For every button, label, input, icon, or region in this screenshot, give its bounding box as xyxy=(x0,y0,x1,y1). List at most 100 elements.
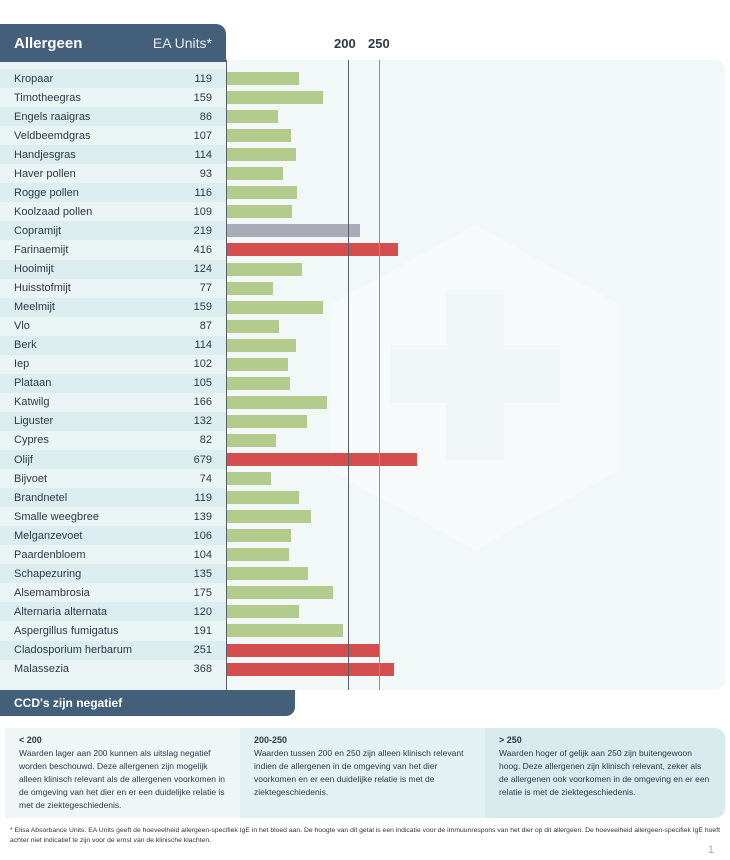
allergen-value: 119 xyxy=(194,72,212,85)
bar-smalle-weegbree xyxy=(226,510,311,524)
table-row: Veldbeemdgras 107 xyxy=(0,126,226,145)
table-row: Aspergillus fumigatus 191 xyxy=(0,621,226,640)
bar-bijvoet xyxy=(226,472,272,486)
allergen-name: Rogge pollen xyxy=(14,186,79,199)
bar-cypres xyxy=(226,433,277,447)
bar-cladosporium-herbarum xyxy=(226,643,379,657)
bar-melganzevoet xyxy=(226,529,291,543)
header-title: Allergeen xyxy=(14,34,83,52)
table-row: Huisstofmijt 77 xyxy=(0,279,226,298)
table-row: Smalle weegbree 139 xyxy=(0,507,226,526)
allergen-value: 124 xyxy=(193,263,212,275)
allergen-name: Olijf xyxy=(14,453,33,466)
allergen-name: Liguster xyxy=(14,415,54,428)
bar-malassezia xyxy=(226,662,394,676)
allergen-value: 175 xyxy=(193,586,212,599)
tick-label-200: 200 xyxy=(334,36,356,51)
allergen-name: Copramijt xyxy=(14,224,62,237)
allergen-name: Plataan xyxy=(14,377,52,390)
legend-high-text: Waarden hoger of gelijk aan 250 zijn bui… xyxy=(499,748,710,797)
allergen-name: Meelmijt xyxy=(14,301,55,314)
allergen-value: 87 xyxy=(199,320,212,333)
allergen-name: Huisstofmijt xyxy=(14,282,71,295)
allergen-name: Cypres xyxy=(14,434,49,447)
allergen-value: 119 xyxy=(194,491,212,504)
bar-vlo xyxy=(226,319,280,333)
allergen-value: 102 xyxy=(193,358,212,371)
allergen-value: 82 xyxy=(199,434,212,447)
table-row: Farinaemijt 416 xyxy=(0,240,226,259)
allergen-value: 159 xyxy=(193,301,212,314)
legend-low-label: < 200 xyxy=(19,735,42,745)
table-row: Alsemambrosia 175 xyxy=(0,583,226,602)
table-row: Engels raaigras 86 xyxy=(0,107,226,127)
allergen-name: Paardenbloem xyxy=(14,548,86,561)
table-row: Handjesgras 114 xyxy=(0,145,226,165)
allergen-name: Brandnetel xyxy=(14,491,68,504)
legend-low: < 200 Waarden lager aan 200 kunnen als u… xyxy=(5,728,240,818)
allergen-name: Alternaria alternata xyxy=(14,605,107,618)
bar-huisstofmijt xyxy=(226,281,273,295)
allergen-name: Melganzevoet xyxy=(14,529,83,542)
header-units: EA Units* xyxy=(152,35,212,51)
bar-meelmijt xyxy=(226,300,323,314)
allergen-name: Farinaemijt xyxy=(14,243,69,256)
allergen-name: Smalle weegbree xyxy=(14,510,99,523)
allergen-name: Haver pollen xyxy=(14,167,76,180)
bar-farinaemijt xyxy=(226,243,399,257)
page-number: 1 xyxy=(707,844,714,856)
table-row: Katwilg 166 xyxy=(0,393,226,412)
allergen-name: Berk xyxy=(14,339,37,352)
allergen-name: Engels raaigras xyxy=(14,110,91,123)
table-row: Rogge pollen 116 xyxy=(0,183,226,203)
reference-line-200 xyxy=(348,60,349,690)
table-header: Allergeen EA Units* xyxy=(0,24,226,62)
table-row: Liguster 132 xyxy=(0,411,226,431)
bar-brandnetel xyxy=(226,491,299,505)
table-row: Bijvoet 74 xyxy=(0,469,226,488)
allergen-value: 135 xyxy=(193,567,212,580)
table-row: Paardenbloem 104 xyxy=(0,545,226,564)
table-row: Melganzevoet 106 xyxy=(0,526,226,546)
allergen-value: 132 xyxy=(193,415,212,428)
allergen-name: Cladosporium herbarum xyxy=(14,644,132,656)
allergen-value: 219 xyxy=(193,224,212,237)
table-row: Malassezia 368 xyxy=(0,660,226,679)
bar-schapezuring xyxy=(226,567,309,581)
bar-alternaria-alternata xyxy=(226,605,300,619)
table-row: Timotheegras 159 xyxy=(0,88,226,107)
allergen-value: 104 xyxy=(193,548,212,561)
allergen-value: 93 xyxy=(199,167,212,180)
allergen-name: Schapezuring xyxy=(14,567,82,580)
bar-veldbeemdgras xyxy=(226,129,292,143)
allergen-name: Malassezia xyxy=(14,663,70,676)
allergen-value: 679 xyxy=(193,453,212,466)
allergen-value: 109 xyxy=(193,205,212,218)
table-row: Vlo 87 xyxy=(0,317,226,336)
allergen-value: 166 xyxy=(193,396,212,409)
allergen-value: 120 xyxy=(193,605,212,618)
table-row: Copramijt 219 xyxy=(0,221,226,241)
table-row: Alternaria alternata 120 xyxy=(0,602,226,622)
legend-high-label: > 250 xyxy=(499,735,522,745)
allergen-value: 139 xyxy=(193,510,212,523)
bar-handjesgras xyxy=(226,148,296,162)
bar-rogge-pollen xyxy=(226,186,297,200)
legend-mid-text: Waarden tussen 200 en 250 zijn alleen kl… xyxy=(254,748,464,797)
table-row: Kropaar 119 xyxy=(0,69,226,88)
bar-koolzaad-pollen xyxy=(226,205,293,219)
bar-hooimijt xyxy=(226,262,302,276)
bar-engels-raaigras xyxy=(226,110,279,124)
allergen-value: 191 xyxy=(193,624,212,637)
allergen-value: 368 xyxy=(193,663,212,676)
table-row: Haver pollen 93 xyxy=(0,164,226,183)
allergen-name: Timotheegras xyxy=(14,91,81,104)
allergen-value: 114 xyxy=(194,148,212,161)
table-row: Schapezuring 135 xyxy=(0,564,226,584)
allergen-value: 159 xyxy=(193,91,212,104)
allergen-value: 77 xyxy=(199,282,212,295)
bar-paardenbloem xyxy=(226,548,290,562)
allergen-value: 416 xyxy=(193,243,212,256)
allergen-name: Alsemambrosia xyxy=(14,586,90,599)
